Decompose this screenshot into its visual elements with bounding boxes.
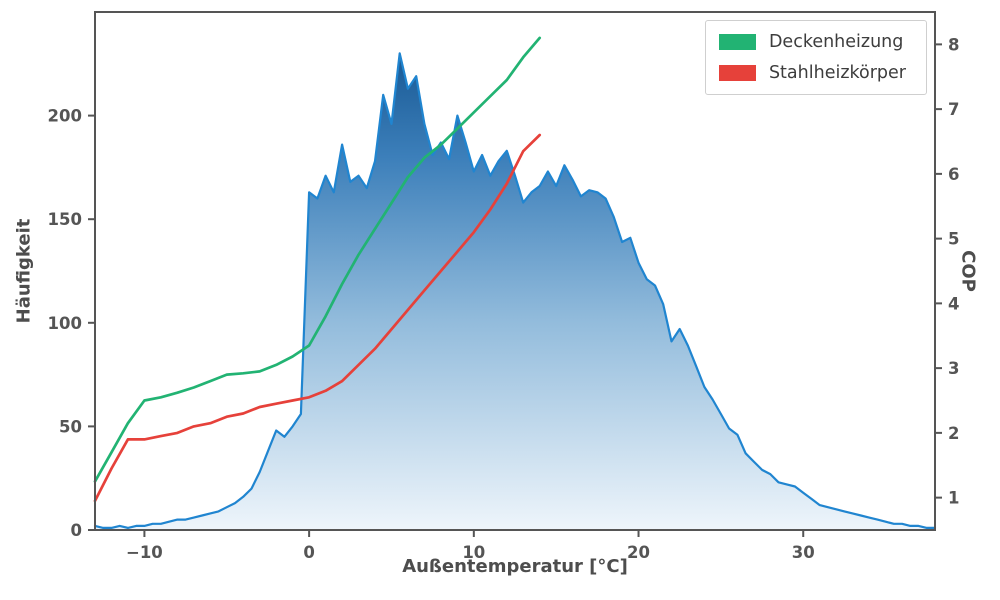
svg-text:20: 20 xyxy=(627,543,650,562)
legend-entry-deckenheizung: Deckenheizung xyxy=(718,32,906,52)
svg-text:4: 4 xyxy=(948,294,959,313)
svg-text:50: 50 xyxy=(59,417,82,436)
svg-text:150: 150 xyxy=(48,210,82,229)
legend-swatch-stahlheizkoerper xyxy=(718,65,756,81)
svg-text:7: 7 xyxy=(948,100,959,119)
svg-text:100: 100 xyxy=(48,314,82,333)
svg-text:0: 0 xyxy=(71,521,82,540)
svg-text:−10: −10 xyxy=(126,543,163,562)
svg-text:30: 30 xyxy=(792,543,815,562)
legend-label-deckenheizung: Deckenheizung xyxy=(768,32,904,52)
svg-text:2: 2 xyxy=(948,424,959,443)
y-axis-label-left: Häufigkeit xyxy=(13,218,35,324)
legend-swatch-deckenheizung xyxy=(718,34,756,50)
svg-text:8: 8 xyxy=(948,35,959,54)
x-axis-label: Außentemperatur [°C] xyxy=(402,556,628,577)
svg-text:6: 6 xyxy=(948,165,959,184)
svg-text:1: 1 xyxy=(948,489,959,508)
svg-text:0: 0 xyxy=(303,543,314,562)
svg-text:3: 3 xyxy=(948,359,959,378)
y-axis-label-right: COP xyxy=(957,250,979,292)
legend-entry-stahlheizkoerper: Stahlheizkörper xyxy=(718,63,906,83)
legend-label-stahlheizkoerper: Stahlheizkörper xyxy=(768,63,906,83)
svg-text:200: 200 xyxy=(48,107,82,126)
legend: Deckenheizung Stahlheizkörper xyxy=(704,20,927,95)
svg-text:10: 10 xyxy=(462,543,485,562)
svg-text:5: 5 xyxy=(948,230,959,249)
